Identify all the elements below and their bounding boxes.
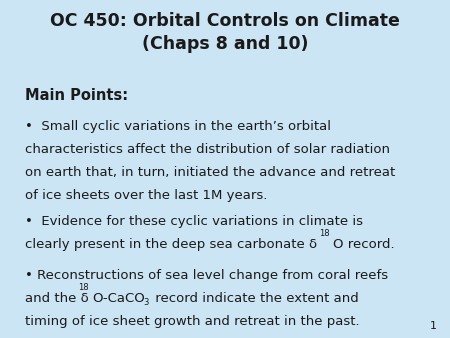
Text: Main Points:: Main Points:: [25, 88, 128, 103]
Text: O-CaCO: O-CaCO: [92, 292, 145, 305]
Text: and the δ: and the δ: [25, 292, 89, 305]
Text: on earth that, in turn, initiated the advance and retreat: on earth that, in turn, initiated the ad…: [25, 166, 395, 179]
Text: • Reconstructions of sea level change from coral reefs: • Reconstructions of sea level change fr…: [25, 269, 388, 282]
Text: clearly present in the deep sea carbonate δ: clearly present in the deep sea carbonat…: [25, 238, 317, 250]
Text: •  Small cyclic variations in the earth’s orbital: • Small cyclic variations in the earth’s…: [25, 120, 331, 133]
Text: •  Evidence for these cyclic variations in climate is: • Evidence for these cyclic variations i…: [25, 215, 363, 227]
Text: 1: 1: [429, 321, 436, 331]
Text: characteristics affect the distribution of solar radiation: characteristics affect the distribution …: [25, 143, 390, 156]
Text: record indicate the extent and: record indicate the extent and: [151, 292, 359, 305]
Text: 18: 18: [78, 283, 89, 292]
Text: 18: 18: [319, 229, 329, 238]
Text: of ice sheets over the last 1M years.: of ice sheets over the last 1M years.: [25, 189, 267, 202]
Text: timing of ice sheet growth and retreat in the past.: timing of ice sheet growth and retreat i…: [25, 315, 360, 328]
Text: O record.: O record.: [333, 238, 395, 250]
Text: OC 450: Orbital Controls on Climate
(Chaps 8 and 10): OC 450: Orbital Controls on Climate (Cha…: [50, 12, 400, 53]
Text: 3: 3: [143, 298, 148, 307]
